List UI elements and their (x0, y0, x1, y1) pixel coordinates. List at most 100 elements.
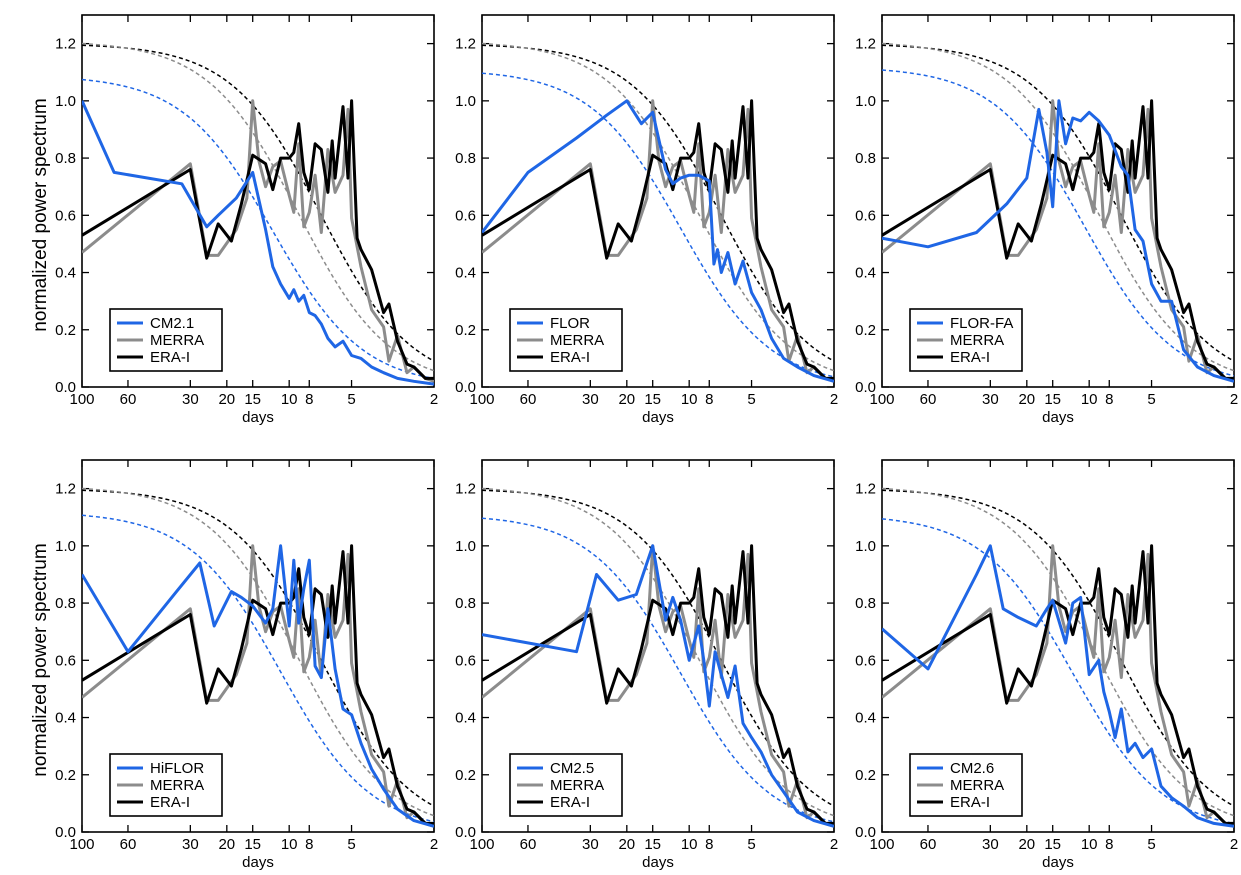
x-tick-label: 2 (430, 391, 438, 408)
x-tick-label: 2 (830, 836, 838, 853)
model-red-noise-curve (482, 72, 834, 378)
era-i-red-noise-curve (82, 44, 434, 362)
legend-label: MERRA (150, 777, 204, 794)
y-tick-label: 1.2 (455, 481, 476, 498)
legend-label: HiFLOR (150, 760, 204, 777)
model-red-noise-curve (882, 69, 1234, 377)
y-tick-label: 0.0 (55, 824, 76, 841)
era-i-series-line (82, 544, 434, 825)
y-tick-label: 0.6 (55, 652, 76, 669)
y-tick-label: 0.6 (455, 207, 476, 224)
x-tick-label: 30 (182, 836, 199, 853)
legend-label: FLOR (550, 315, 590, 332)
y-tick-label: 0.6 (855, 652, 876, 669)
x-axis-label: days (642, 854, 674, 871)
x-tick-label: 10 (681, 391, 698, 408)
panel-1: 100 60 30 20 15 10 8 5 2 0.0 0.2 0.4 0.6 0.8 1.0 1.2 day… (55, 14, 438, 426)
era-i-red-noise-curve (82, 489, 434, 807)
x-axis-label: days (1042, 409, 1074, 426)
model-red-noise-curve (482, 517, 834, 823)
x-tick-label: 20 (218, 836, 235, 853)
y-tick-label: 0.0 (455, 824, 476, 841)
legend-label: ERA-I (150, 794, 190, 811)
panel-4: 100 60 30 20 15 10 8 5 2 0.0 0.2 0.4 0.6 0.8 1.0 1.2 day… (55, 459, 438, 871)
panel-5: 100 60 30 20 15 10 8 5 2 0.0 0.2 0.4 0.6 0.8 1.0 1.2 day… (455, 459, 838, 871)
x-tick-label: 2 (830, 391, 838, 408)
y-tick-label: 0.0 (455, 379, 476, 396)
y-tick-label: 0.4 (55, 710, 76, 727)
x-tick-label: 15 (1044, 391, 1061, 408)
model-series-line (82, 100, 434, 386)
x-tick-label: 100 (469, 391, 494, 408)
plot-frame (481, 459, 835, 833)
y-tick-label: 0.2 (855, 767, 876, 784)
y-axis-label-bottom-row: normalized power spectrum (30, 543, 51, 776)
legend-label: CM2.6 (950, 760, 994, 777)
y-tick-label: 0.2 (55, 767, 76, 784)
panel-3: 100 60 30 20 15 10 8 5 2 0.0 0.2 0.4 0.6 0.8 1.0 1.2 day… (855, 14, 1238, 426)
x-tick-label: 5 (747, 836, 755, 853)
plot-frame (81, 14, 435, 388)
legend-label: MERRA (550, 777, 604, 794)
x-tick-label: 5 (747, 391, 755, 408)
y-tick-label: 1.0 (855, 538, 876, 555)
y-tick-label: 0.0 (55, 379, 76, 396)
y-tick-label: 1.2 (855, 481, 876, 498)
model-series-line (882, 544, 1234, 828)
y-tick-label: 0.4 (455, 265, 476, 282)
x-tick-label: 8 (705, 391, 713, 408)
plot-area (482, 42, 834, 383)
y-axis-label-top-row: normalized power spectrum (30, 98, 51, 331)
x-tick-label: 20 (1018, 391, 1035, 408)
x-tick-label: 30 (982, 391, 999, 408)
era-i-red-noise-curve (482, 44, 834, 362)
plot-frame (81, 459, 435, 833)
model-series-line (82, 544, 434, 828)
model-red-noise-curve (882, 518, 1234, 825)
x-tick-label: 8 (305, 836, 313, 853)
y-tick-label: 0.6 (55, 207, 76, 224)
model-series-line (482, 544, 834, 828)
x-tick-label: 60 (920, 391, 937, 408)
x-tick-label: 5 (347, 391, 355, 408)
y-tick-label: 0.8 (455, 150, 476, 167)
y-tick-label: 0.6 (455, 652, 476, 669)
x-tick-label: 10 (281, 836, 298, 853)
y-tick-label: 1.0 (855, 93, 876, 110)
x-tick-label: 60 (920, 836, 937, 853)
legend-label: CM2.5 (550, 760, 594, 777)
x-tick-label: 100 (469, 836, 494, 853)
plot-area (82, 487, 434, 828)
era-i-series-line (482, 99, 834, 380)
legend-label: ERA-I (550, 349, 590, 366)
x-tick-label: 100 (869, 836, 894, 853)
y-tick-label: 0.8 (55, 595, 76, 612)
era-i-series-line (482, 544, 834, 825)
y-tick-label: 0.2 (455, 767, 476, 784)
y-tick-label: 0.8 (855, 595, 876, 612)
era-i-series-line (882, 544, 1234, 825)
x-tick-label: 20 (618, 391, 635, 408)
x-tick-label: 10 (681, 836, 698, 853)
legend-label: ERA-I (550, 794, 590, 811)
y-tick-label: 0.2 (455, 322, 476, 339)
x-tick-label: 20 (618, 836, 635, 853)
x-tick-label: 5 (1147, 391, 1155, 408)
x-tick-label: 30 (582, 836, 599, 853)
y-tick-label: 1.2 (455, 36, 476, 53)
y-tick-label: 0.2 (55, 322, 76, 339)
model-red-noise-curve (82, 78, 434, 380)
y-tick-label: 0.4 (855, 265, 876, 282)
y-tick-label: 0.2 (855, 322, 876, 339)
x-axis-label: days (1042, 854, 1074, 871)
legend-label: CM2.1 (150, 315, 194, 332)
x-tick-label: 2 (430, 836, 438, 853)
x-tick-label: 2 (1230, 836, 1238, 853)
x-tick-label: 100 (69, 391, 94, 408)
y-tick-label: 1.0 (455, 93, 476, 110)
plot-area (82, 42, 434, 386)
x-tick-label: 15 (644, 836, 661, 853)
